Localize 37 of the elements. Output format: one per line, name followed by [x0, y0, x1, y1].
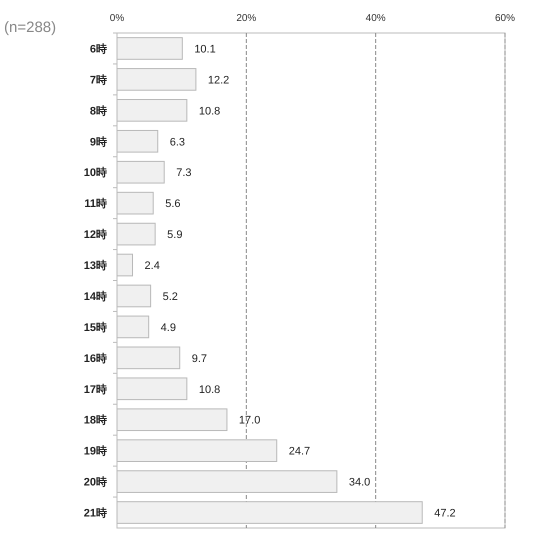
- y-tick-label: 17時: [84, 382, 107, 396]
- data-label: 24.7: [288, 446, 310, 458]
- data-label: 2.4: [144, 260, 160, 272]
- x-tick-label: 40%: [366, 13, 386, 24]
- data-label: 12.2: [208, 74, 230, 86]
- y-tick-label: 10時: [84, 166, 107, 180]
- y-tick-label: 20時: [84, 476, 107, 489]
- y-tick-label: 21時: [84, 506, 107, 520]
- x-tick-label: 0%: [110, 13, 124, 24]
- data-label: 5.6: [165, 198, 181, 210]
- data-label: 4.9: [160, 322, 176, 334]
- data-label: 7.3: [176, 167, 192, 180]
- y-tick-label: 14時: [84, 290, 107, 303]
- y-tick-label: 13時: [84, 259, 107, 272]
- data-label: 34.0: [348, 476, 370, 489]
- y-tick-label: 6時: [90, 42, 107, 56]
- data-label: 5.9: [167, 229, 182, 242]
- y-tick-label: 15時: [84, 320, 107, 334]
- data-label: 17.0: [238, 414, 260, 427]
- y-tick-label: 12時: [84, 228, 107, 242]
- x-tick-label: 60%: [494, 13, 516, 24]
- y-tick-label: 11時: [84, 197, 107, 210]
- data-label: 10.8: [198, 105, 220, 118]
- y-tick-label: 19時: [84, 444, 107, 458]
- text: (n=288): [4, 19, 56, 36]
- y-tick-label: 16時: [84, 352, 107, 365]
- x-tick-label: 20%: [236, 13, 256, 24]
- data-label: 10.8: [198, 384, 220, 396]
- y-tick-label: 8時: [90, 104, 107, 118]
- y-tick-label: 18時: [84, 414, 107, 427]
- y-tick-label: 7時: [90, 73, 107, 86]
- data-label: 5.2: [162, 290, 178, 303]
- data-label: 10.1: [194, 43, 216, 56]
- data-label: 9.7: [192, 352, 208, 365]
- data-label: 6.3: [170, 136, 186, 148]
- y-tick-label: 9時: [90, 135, 107, 148]
- data-label: 47.2: [434, 508, 456, 520]
